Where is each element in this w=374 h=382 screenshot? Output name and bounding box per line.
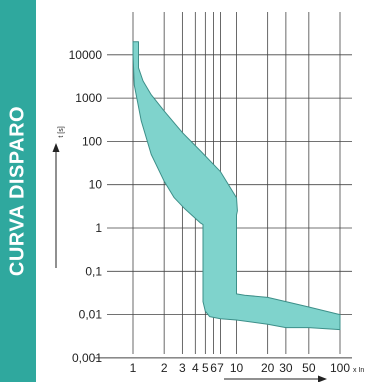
- axes: [52, 143, 352, 382]
- x-axis-label: x In: [353, 367, 364, 374]
- x-tick-label: 5: [202, 361, 209, 375]
- y-tick-label: 1: [95, 221, 102, 235]
- x-tick-label: 7: [217, 361, 224, 375]
- x-tick-label: 30: [279, 361, 293, 375]
- x-tick-label: 2: [161, 361, 168, 375]
- y-tick-label: 0,1: [85, 264, 102, 278]
- tick-labels: 10000 1000 100 10 1 0,1 0,01 0,001 1 2 3 4 5 6 7 10 20 30…: [58, 48, 364, 375]
- y-axis-arrowhead: [52, 143, 60, 152]
- y-tick-label: 0,001: [72, 351, 102, 365]
- y-tick-label: 100: [82, 134, 102, 148]
- x-tick-label: 6: [210, 361, 217, 375]
- y-tick-label: 0,01: [79, 308, 103, 322]
- y-tick-label: 10: [89, 178, 103, 192]
- y-tick-label: 10000: [69, 48, 103, 62]
- x-tick-label: 3: [179, 361, 186, 375]
- y-tick-label: 1000: [75, 91, 102, 105]
- x-tick-label: 10: [230, 361, 244, 375]
- trip-band: [132, 41, 341, 331]
- y-axis-label: t [s]: [58, 126, 65, 137]
- x-tick-label: 100: [330, 361, 350, 375]
- side-banner: CURVA DISPARO: [0, 0, 36, 382]
- x-tick-label: 20: [261, 361, 275, 375]
- trip-band-area: [132, 41, 341, 331]
- x-axis-arrowhead: [318, 375, 327, 382]
- x-tick-label: 1: [130, 361, 137, 375]
- x-tick-label: 50: [302, 361, 316, 375]
- x-tick-label: 4: [192, 361, 199, 375]
